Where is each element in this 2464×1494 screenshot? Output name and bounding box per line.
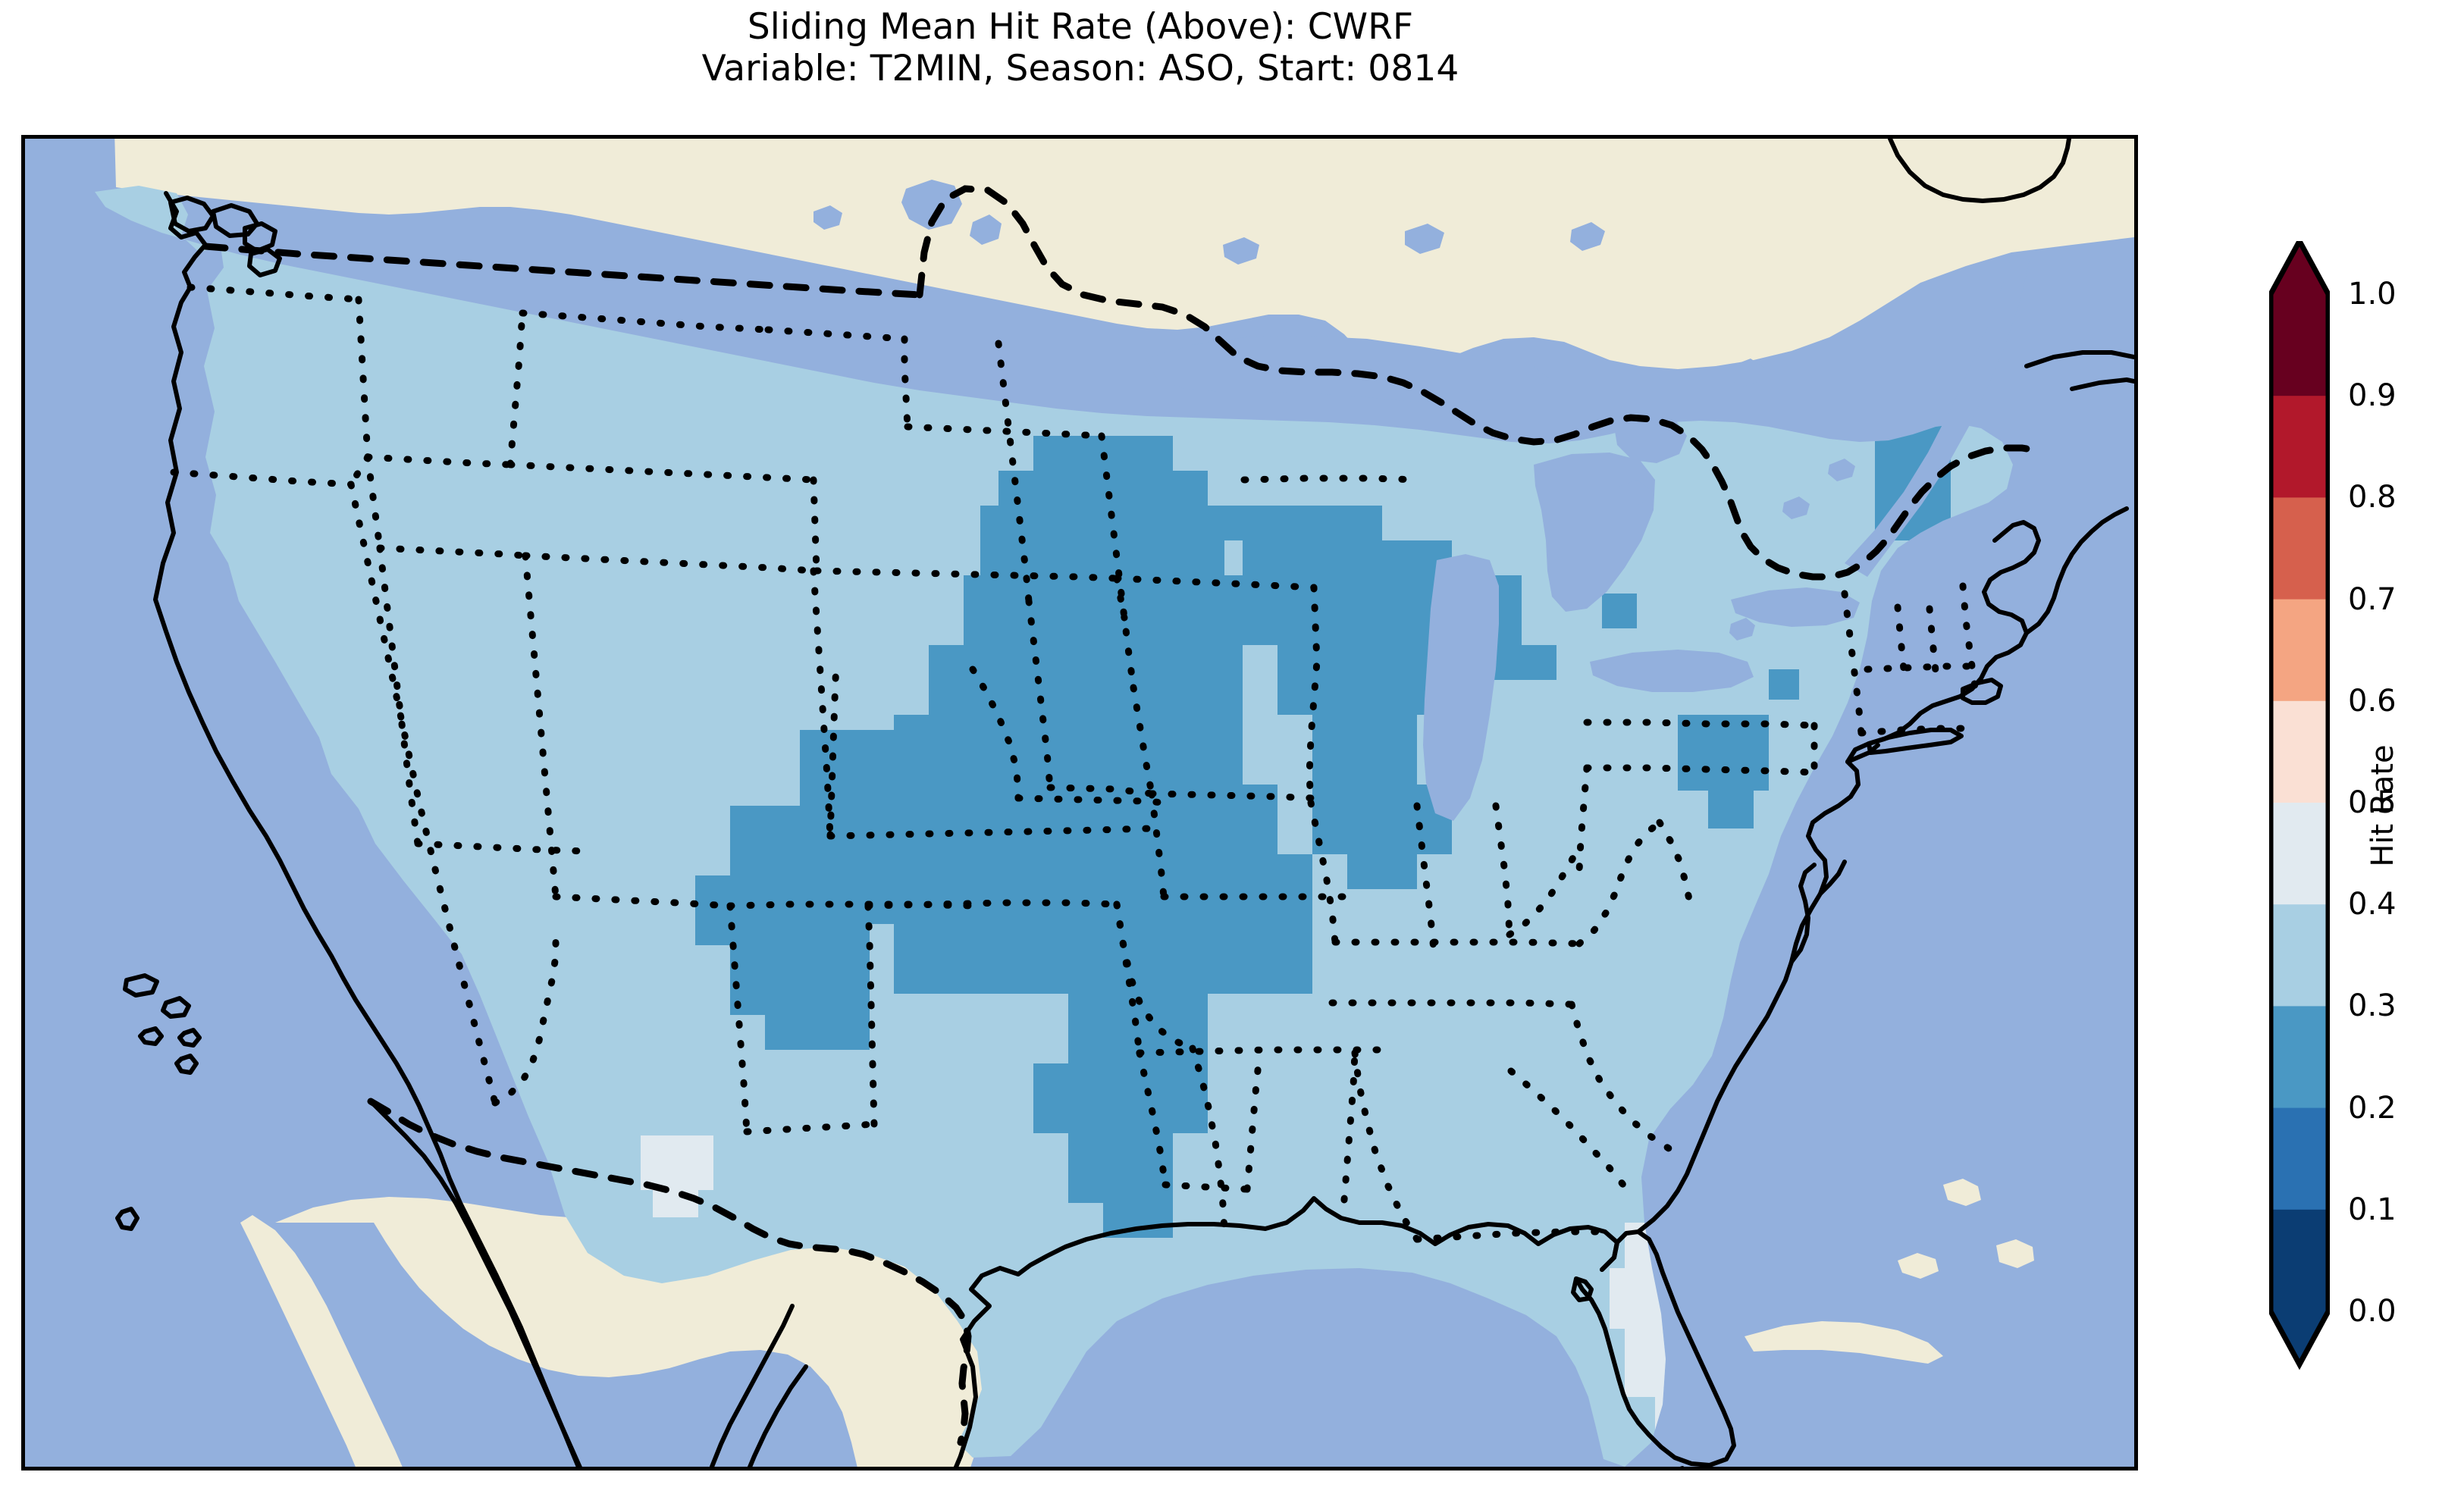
state-border-layer (170, 283, 1979, 1243)
colorbar-band-8 (2271, 1107, 2328, 1211)
colorbar-band-3 (2271, 599, 2328, 702)
colorbar-band-1 (2271, 396, 2328, 498)
colorbar-band-7 (2271, 1006, 2328, 1109)
map-plot[interactable] (25, 139, 2134, 1467)
colorbar-extend-top (2271, 241, 2328, 294)
colorbar-band-2 (2271, 497, 2328, 600)
colorbar-band-4 (2271, 700, 2328, 803)
great-lakes-layer (813, 180, 2030, 821)
colorbar-extend-bottom (2271, 1311, 2328, 1364)
colorbar-band-5 (2271, 803, 2328, 905)
title-line-2: Variable: T2MIN, Season: ASO, Start: 081… (701, 48, 1459, 90)
colorbar[interactable]: 1.0 0.9 0.8 0.7 0.6 0.5 0.4 0.3 0.2 0.1 0.0 Hit Ra… (2269, 241, 2451, 1370)
colorbar-axis-label: Hit Rate (2365, 744, 2400, 867)
colorbar-tick-label-1: 0.9 (2348, 378, 2397, 414)
colorbar-gradient[interactable] (2269, 241, 2330, 1370)
colorbar-tick-label-3: 0.7 (2348, 581, 2397, 617)
colorbar-tick-label-4: 0.6 (2348, 683, 2397, 719)
figure-title: Sliding Mean Hit Rate (Above): CWRF Vari… (0, 6, 2161, 90)
colorbar-tick-label-10: 0.0 (2348, 1294, 2397, 1329)
map-axes[interactable] (21, 135, 2138, 1471)
land-nodata-layer (114, 139, 2134, 1467)
colorbar-tick-label-8: 0.2 (2348, 1090, 2397, 1126)
colorbar-band-9 (2271, 1209, 2328, 1312)
colorbar-tick-label-6: 0.4 (2348, 887, 2397, 922)
title-line-1: Sliding Mean Hit Rate (Above): CWRF (747, 6, 1414, 48)
colorbar-band-0 (2271, 294, 2328, 396)
colorbar-tick-label-2: 0.8 (2348, 480, 2397, 515)
colorbar-tick-label-9: 0.1 (2348, 1192, 2397, 1227)
colorbar-tick-label-7: 0.3 (2348, 988, 2397, 1024)
colorbar-tick-labels: 1.0 0.9 0.8 0.7 0.6 0.5 0.4 0.3 0.2 0.1 0.0 (2348, 241, 2439, 1370)
colorbar-svg (2269, 241, 2330, 1370)
country-border-layer (202, 185, 2044, 1446)
colorbar-tick-label-0: 1.0 (2348, 277, 2397, 312)
colorbar-band-6 (2271, 904, 2328, 1007)
colorbar-tick-label-5: 0.5 (2348, 785, 2397, 820)
coastline-layer (115, 139, 2134, 1467)
